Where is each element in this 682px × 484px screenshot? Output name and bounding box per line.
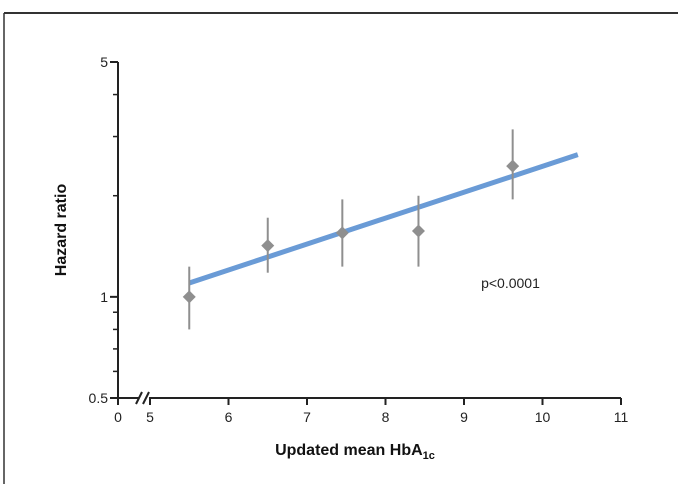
- data-point-diamond: [335, 226, 349, 240]
- y-tick-label: 0.5: [89, 390, 109, 406]
- data-point-diamond: [182, 290, 196, 304]
- data-point-layer: [182, 159, 520, 304]
- tick-labels: 0.5 1 5 0 5 6 7 8 9 10 11: [89, 54, 629, 425]
- data-point-diamond: [411, 224, 425, 238]
- plot-area: 0.5 1 5 0 5 6 7 8 9 10 11: [89, 54, 629, 425]
- x-tick-label: 7: [303, 409, 311, 425]
- x-tick-label: 0: [114, 409, 122, 425]
- x-tick-label: 5: [146, 409, 154, 425]
- x-axis-break-mark-2: [142, 391, 150, 405]
- x-tick-label: 8: [382, 409, 390, 425]
- x-axis-title: Updated mean HbA1c: [275, 442, 435, 462]
- annotation-p-value: p<0.0001: [481, 275, 540, 291]
- axes: [110, 61, 622, 405]
- x-tick-label: 10: [535, 409, 551, 425]
- y-tick-label: 1: [100, 289, 108, 305]
- y-axis-title: Hazard ratio: [53, 184, 70, 277]
- x-tick-label: 6: [225, 409, 233, 425]
- data-point-diamond: [506, 159, 520, 173]
- fit-line-layer: [188, 152, 579, 286]
- data-point-diamond: [261, 239, 275, 253]
- x-axis-title-main: Updated mean HbA: [275, 442, 423, 459]
- x-tick-label: 11: [614, 409, 629, 425]
- x-tick-label: 9: [460, 409, 468, 425]
- x-axis-title-subscript: 1c: [423, 450, 435, 462]
- fit-line: [188, 152, 579, 286]
- x-axis-break-mark-1: [135, 391, 143, 405]
- y-tick-label: 5: [100, 54, 108, 70]
